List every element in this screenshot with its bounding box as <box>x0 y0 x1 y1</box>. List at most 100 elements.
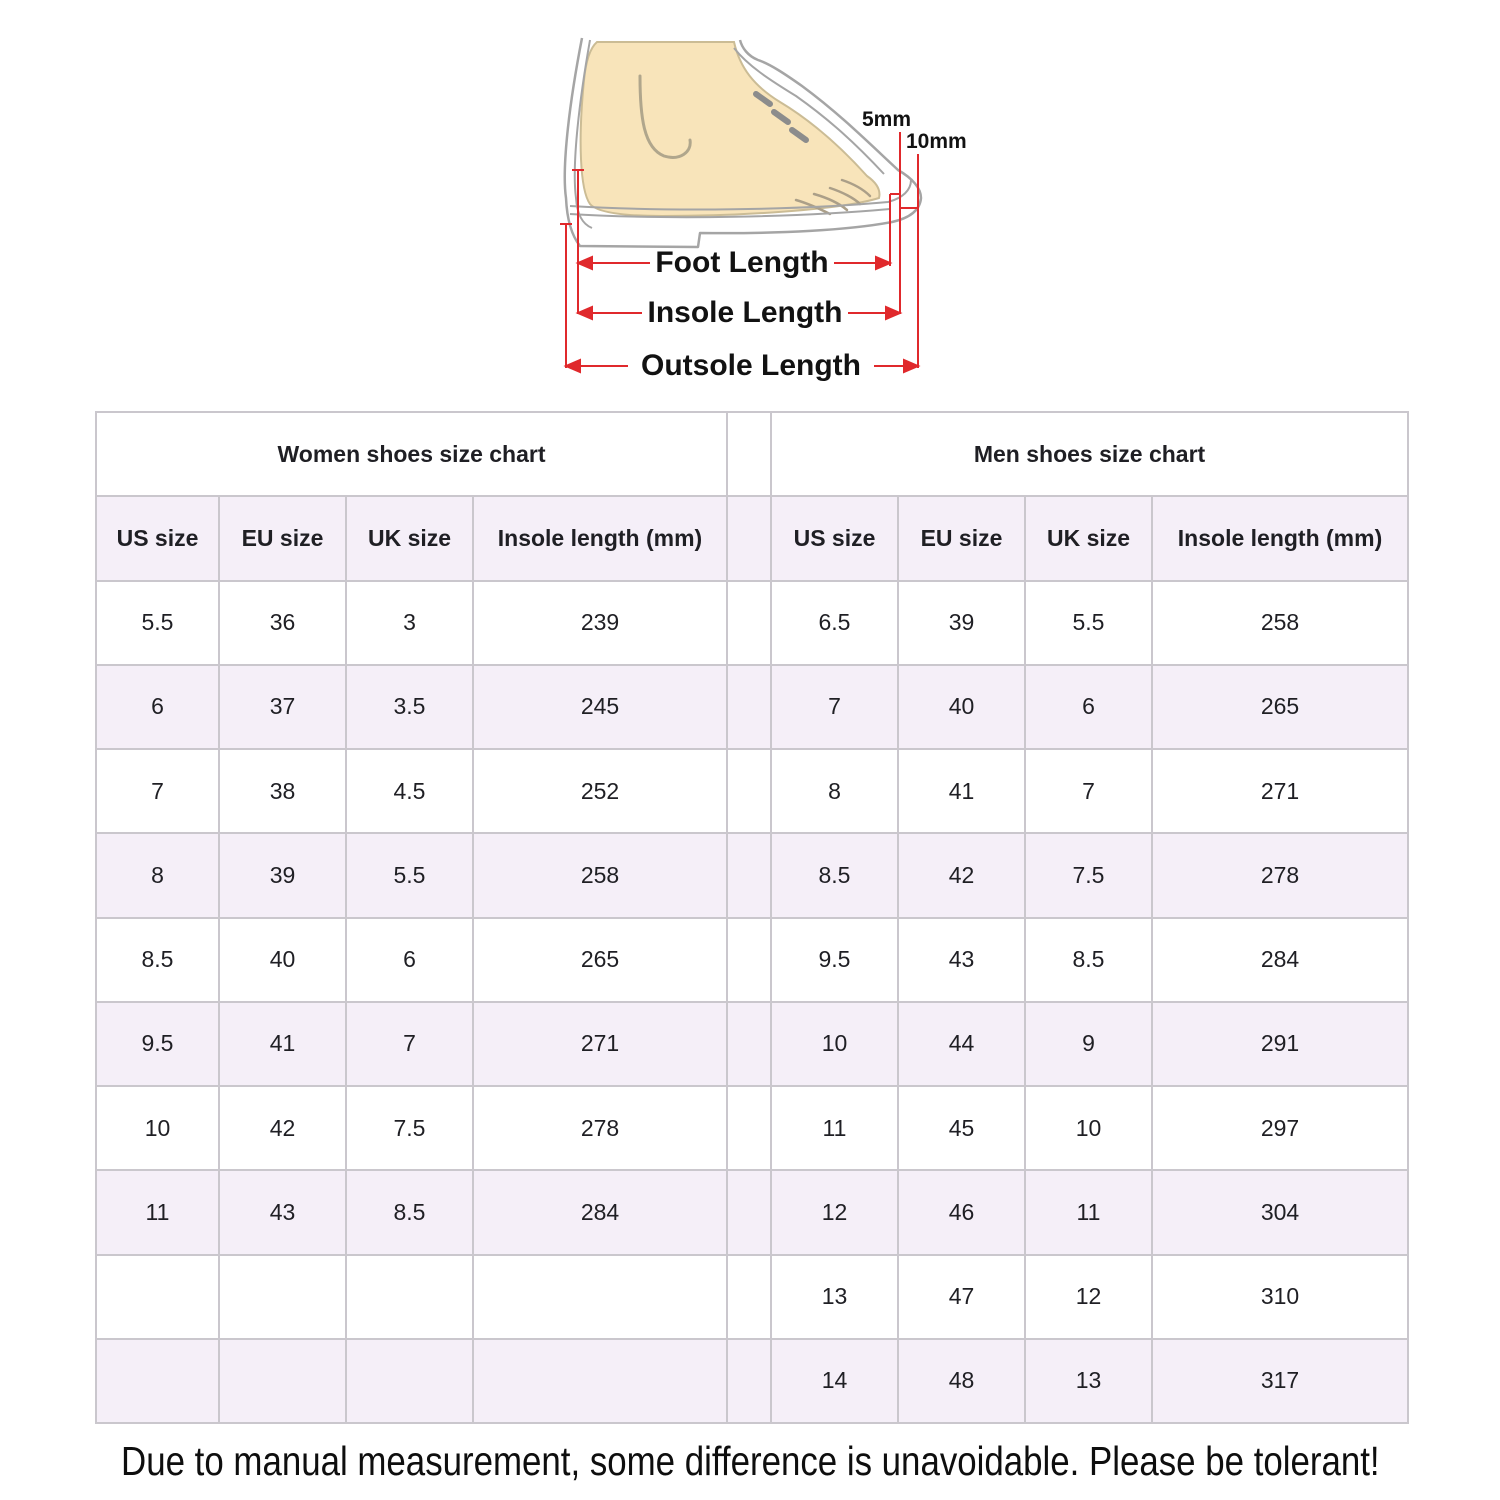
table-cell: 6.5 <box>770 579 899 666</box>
table-spacer <box>726 1253 772 1340</box>
table-spacer <box>726 579 772 666</box>
table-spacer <box>726 1337 772 1425</box>
table-cell: 47 <box>897 1253 1026 1340</box>
foot-shape <box>579 41 881 218</box>
gap-10mm-label: 10mm <box>906 130 967 153</box>
shoe-outline <box>563 37 923 249</box>
table-cell: 41 <box>897 747 1026 835</box>
table-cell: 9 <box>1024 1000 1153 1088</box>
table-cell: 278 <box>472 1084 728 1172</box>
column-header: Insole length (mm) <box>1150 495 1410 582</box>
table-cell <box>472 1253 728 1340</box>
foot-length-label: Foot Length <box>655 246 828 279</box>
shoe-laces <box>753 91 809 143</box>
table-cell <box>345 1337 474 1425</box>
table-cell: 39 <box>218 832 347 919</box>
table-cell: 40 <box>897 663 1026 751</box>
table-cell: 46 <box>897 1169 1026 1256</box>
table-cell: 41 <box>218 1000 347 1088</box>
table-cell: 7 <box>95 747 220 835</box>
table-cell: 43 <box>897 916 1026 1003</box>
table-spacer <box>726 410 772 498</box>
table-cell: 9.5 <box>95 1000 220 1088</box>
table-cell: 10 <box>95 1084 220 1172</box>
table-cell: 304 <box>1150 1169 1410 1256</box>
column-header: US size <box>770 495 899 582</box>
table-cell: 6 <box>345 916 474 1003</box>
table-spacer <box>726 1169 772 1256</box>
table-cell <box>218 1253 347 1340</box>
table-cell: 39 <box>897 579 1026 666</box>
table-cell: 40 <box>218 916 347 1003</box>
table-cell: 7 <box>345 1000 474 1088</box>
table-cell: 8 <box>95 832 220 919</box>
table-cell: 8.5 <box>95 916 220 1003</box>
table-cell: 8.5 <box>345 1169 474 1256</box>
table-cell: 38 <box>218 747 347 835</box>
table-spacer <box>726 495 772 582</box>
table-cell: 42 <box>897 832 1026 919</box>
table-cell: 12 <box>770 1169 899 1256</box>
measurement-disclaimer-text: Due to manual measurement, some differen… <box>120 1438 1380 1484</box>
table-cell: 297 <box>1150 1084 1410 1172</box>
table-cell: 258 <box>1150 579 1410 666</box>
table-cell: 10 <box>1024 1084 1153 1172</box>
table-cell: 310 <box>1150 1253 1410 1340</box>
outsole-length-label: Outsole Length <box>641 349 861 382</box>
gap-5mm-label: 5mm <box>862 108 911 131</box>
table-cell: 239 <box>472 579 728 666</box>
table-cell: 6 <box>95 663 220 751</box>
table-cell: 13 <box>1024 1337 1153 1425</box>
table-cell: 5.5 <box>95 579 220 666</box>
table-cell: 14 <box>770 1337 899 1425</box>
table-cell: 12 <box>1024 1253 1153 1340</box>
table-cell: 265 <box>1150 663 1410 751</box>
table-cell: 6 <box>1024 663 1153 751</box>
women-table-title: Women shoes size chart <box>95 410 728 498</box>
table-cell: 4.5 <box>345 747 474 835</box>
table-spacer <box>726 1000 772 1088</box>
table-cell: 271 <box>472 1000 728 1088</box>
ankle-line <box>638 74 692 159</box>
men-table-title: Men shoes size chart <box>769 410 1410 498</box>
table-cell: 36 <box>218 579 347 666</box>
table-cell: 3.5 <box>345 663 474 751</box>
table-cell <box>345 1253 474 1340</box>
table-cell <box>95 1253 220 1340</box>
sole-lines <box>569 39 912 229</box>
table-cell: 8.5 <box>770 832 899 919</box>
column-header: UK size <box>1024 495 1153 582</box>
table-cell: 3 <box>345 579 474 666</box>
table-cell: 284 <box>472 1169 728 1256</box>
table-cell: 278 <box>1150 832 1410 919</box>
table-cell: 43 <box>218 1169 347 1256</box>
table-cell: 271 <box>1150 747 1410 835</box>
column-header: EU size <box>897 495 1026 582</box>
table-cell: 9.5 <box>770 916 899 1003</box>
foot-measurement-diagram: Foot Length Insole Length Outsole Length… <box>560 37 967 382</box>
table-cell: 13 <box>770 1253 899 1340</box>
table-cell: 37 <box>218 663 347 751</box>
size-table: Women shoes size chart Men shoes size cha… <box>95 410 1410 1425</box>
column-header: EU size <box>218 495 347 582</box>
table-cell: 42 <box>218 1084 347 1172</box>
table-cell: 317 <box>1150 1337 1410 1425</box>
table-cell: 48 <box>897 1337 1026 1425</box>
table-cell: 5.5 <box>1024 579 1153 666</box>
table-cell: 7.5 <box>1024 832 1153 919</box>
table-cell: 11 <box>1024 1169 1153 1256</box>
column-header: US size <box>95 495 220 582</box>
table-cell: 7.5 <box>345 1084 474 1172</box>
table-cell: 8 <box>770 747 899 835</box>
table-cell: 5.5 <box>345 832 474 919</box>
table-spacer <box>726 663 772 751</box>
table-spacer <box>726 1084 772 1172</box>
table-cell: 11 <box>95 1169 220 1256</box>
table-cell: 284 <box>1150 916 1410 1003</box>
insole-length-label: Insole Length <box>648 296 843 329</box>
table-cell: 8.5 <box>1024 916 1153 1003</box>
table-spacer <box>726 747 772 835</box>
table-cell: 258 <box>472 832 728 919</box>
table-cell: 291 <box>1150 1000 1410 1088</box>
